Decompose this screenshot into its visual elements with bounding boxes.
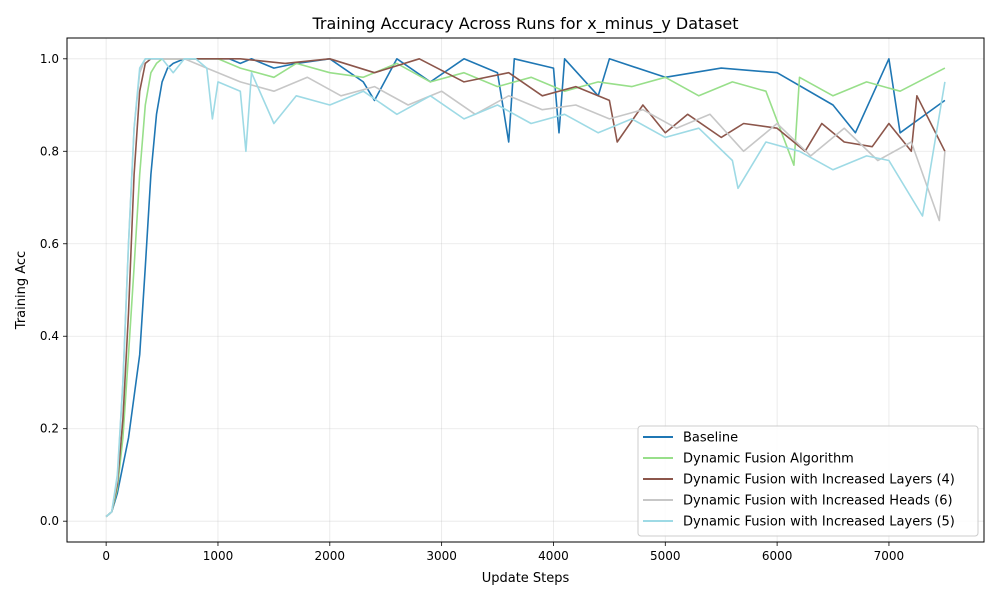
x-tick-label: 5000 bbox=[650, 549, 681, 563]
x-tick-label: 3000 bbox=[426, 549, 457, 563]
legend: Baseline Dynamic Fusion Algorithm Dynamic … bbox=[637, 425, 979, 537]
x-axis-label: Update Steps bbox=[482, 571, 570, 586]
legend-label: Dynamic Fusion Algorithm bbox=[683, 452, 854, 467]
legend-label: Baseline bbox=[683, 431, 738, 446]
x-tick-label: 2000 bbox=[315, 549, 346, 563]
legend-label: Dynamic Fusion with Increased Heads (6) bbox=[683, 494, 953, 509]
y-tick-label: 0.4 bbox=[40, 329, 59, 343]
legend-box bbox=[637, 425, 979, 537]
x-tick-label: 0 bbox=[102, 549, 110, 563]
y-tick-label: 0.0 bbox=[40, 514, 59, 528]
x-tick-label: 4000 bbox=[538, 549, 569, 563]
x-tick-label: 6000 bbox=[762, 549, 793, 563]
x-tick-label: 7000 bbox=[874, 549, 905, 563]
x-tick-label: 1000 bbox=[203, 549, 234, 563]
plot-frame bbox=[66, 37, 985, 543]
ticks: 0 1000 2000 3000 4000 5000 6000 7000 0.0 0.2 0.4 0.… bbox=[40, 52, 904, 563]
y-tick-label: 0.2 bbox=[40, 422, 59, 436]
y-tick-label: 1.0 bbox=[40, 52, 59, 66]
y-tick-label: 0.8 bbox=[40, 144, 59, 158]
series-line-5 bbox=[105, 57, 946, 518]
series-line-3 bbox=[105, 57, 946, 518]
y-tick-label: 0.6 bbox=[40, 237, 59, 251]
series-line-2 bbox=[105, 57, 946, 518]
y-axis-label: Training Acc bbox=[14, 251, 29, 330]
chart-title: Training Accuracy Across Runs for x_minu… bbox=[311, 14, 738, 34]
legend-label: Dynamic Fusion with Increased Layers (5) bbox=[683, 515, 955, 530]
legend-label: Dynamic Fusion with Increased Layers (4) bbox=[683, 473, 955, 488]
series-layer bbox=[105, 57, 946, 518]
